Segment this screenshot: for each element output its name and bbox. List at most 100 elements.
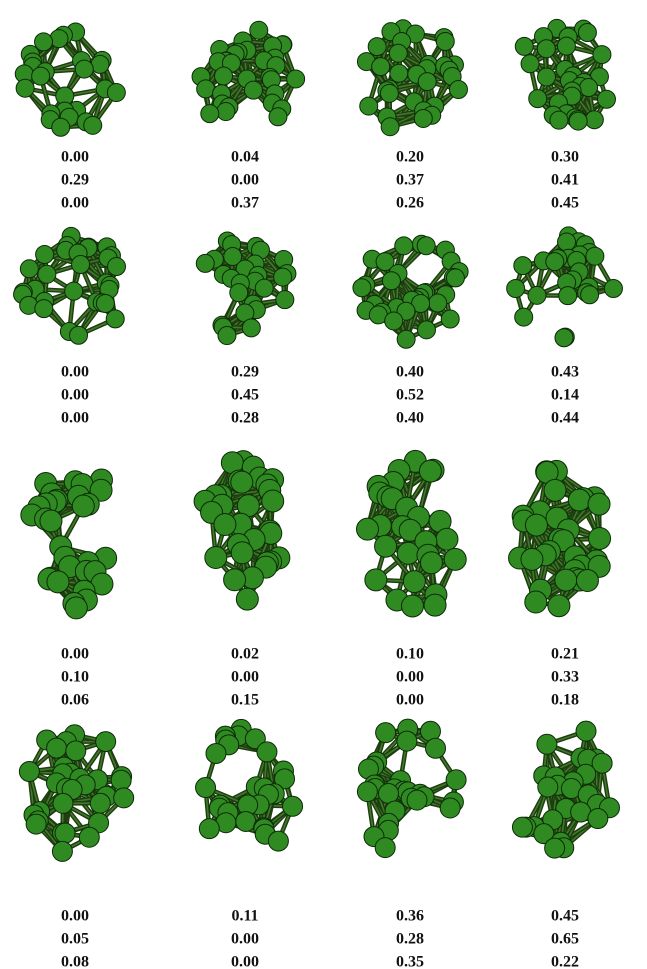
atom [16,79,34,97]
atom [230,284,248,302]
atom [417,321,435,339]
atom [585,111,603,129]
atom [224,569,246,591]
energy-value: 0.41 [551,172,579,189]
atom [550,111,568,129]
atom [72,256,90,274]
atom [521,548,543,570]
atom [47,571,69,593]
atom [414,109,432,127]
cluster-image [21,469,117,619]
atom [360,97,378,115]
atom [205,547,227,569]
atom [106,310,124,328]
atom [390,64,408,82]
energy-value: 0.00 [396,692,424,709]
atom [525,591,547,613]
atom [548,595,570,617]
atom [537,40,555,58]
atom [40,510,62,532]
page: 0.000.290.000.040.000.370.200.370.260.30… [0,0,647,969]
atom [557,37,575,55]
energy-value: 0.00 [61,410,89,427]
atom [555,329,573,347]
atom [368,38,386,56]
atom [274,268,292,286]
atom [36,245,54,263]
atom [436,528,458,550]
atom [255,279,273,297]
cluster-image [509,460,611,616]
energy-value: 0.10 [396,646,424,663]
cluster-image [507,227,623,347]
atom [231,471,253,493]
energy-value: 0.02 [231,646,259,663]
atom [514,257,532,275]
energy-value: 0.40 [396,410,424,427]
atom [372,58,390,76]
atom [70,326,88,344]
atom [75,60,93,78]
atom [231,542,253,564]
atom [417,237,435,255]
energy-value: 0.18 [551,692,579,709]
figure: 0.000.290.000.040.000.370.200.370.260.30… [0,0,647,969]
atom [559,287,577,305]
atom [217,103,235,121]
energy-value: 0.29 [231,364,259,381]
energy-value: 0.45 [551,195,579,212]
atom [20,260,38,278]
atom [242,319,260,337]
cluster-image [15,23,125,136]
atom [507,279,525,297]
energy-value: 0.00 [231,172,259,189]
atom [436,32,454,50]
atom [107,84,125,102]
energy-value: 0.45 [231,387,259,404]
energy-value: 0.00 [61,646,89,663]
energy-value: 0.29 [61,172,89,189]
atom [250,21,268,39]
atom [385,312,403,330]
atom [418,73,436,91]
cluster-image [515,19,615,130]
atom [444,548,466,570]
atom [446,269,464,287]
atom [397,542,419,564]
atom [395,237,413,255]
atom [588,493,610,515]
atom [357,518,379,540]
energy-value: 0.37 [231,195,259,212]
cluster-image [14,227,126,344]
atom [215,67,233,85]
cluster-image [196,232,296,345]
atom [201,105,219,123]
atom [218,327,236,345]
atom [401,595,423,617]
energy-value: 0.04 [231,149,259,166]
atom [397,330,415,348]
atom [389,44,407,62]
energy-value: 0.37 [396,172,424,189]
energy-value: 0.00 [61,195,89,212]
atom [108,258,126,276]
atom [528,286,546,304]
atom [244,81,262,99]
energy-value: 0.20 [396,149,424,166]
atom [525,514,547,536]
atom [538,68,556,86]
energy-value: 0.10 [61,669,89,686]
energy-value: 0.40 [396,364,424,381]
energy-value: 0.44 [551,410,579,427]
atom [35,300,53,318]
energy-value: 0.28 [231,410,259,427]
atom [544,479,566,501]
atom [403,571,425,593]
atom [84,116,102,134]
energy-value: 0.52 [396,387,424,404]
atom [65,597,87,619]
atom [382,272,400,290]
cluster-image [357,20,467,136]
energy-value: 0.26 [396,195,424,212]
atom [593,46,611,64]
